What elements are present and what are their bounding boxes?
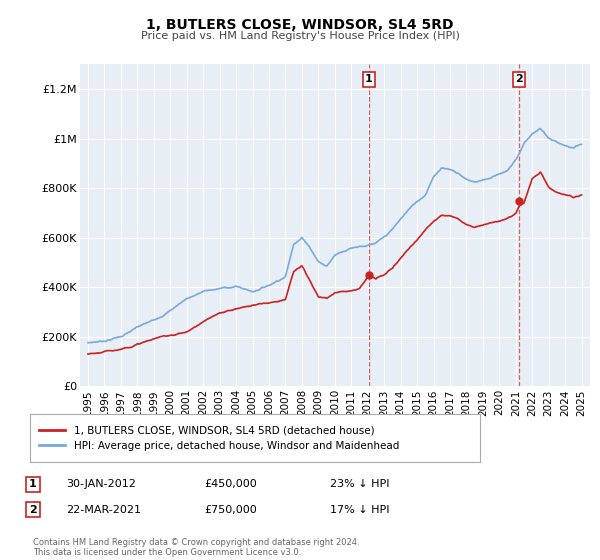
Text: 2: 2 — [29, 505, 37, 515]
Text: £450,000: £450,000 — [204, 479, 257, 489]
Text: 30-JAN-2012: 30-JAN-2012 — [66, 479, 136, 489]
Text: 1: 1 — [365, 74, 373, 85]
Text: 2: 2 — [515, 74, 523, 85]
Legend: 1, BUTLERS CLOSE, WINDSOR, SL4 5RD (detached house), HPI: Average price, detache: 1, BUTLERS CLOSE, WINDSOR, SL4 5RD (deta… — [35, 422, 403, 455]
Text: 1, BUTLERS CLOSE, WINDSOR, SL4 5RD: 1, BUTLERS CLOSE, WINDSOR, SL4 5RD — [146, 18, 454, 32]
Text: Price paid vs. HM Land Registry's House Price Index (HPI): Price paid vs. HM Land Registry's House … — [140, 31, 460, 41]
Text: Contains HM Land Registry data © Crown copyright and database right 2024.
This d: Contains HM Land Registry data © Crown c… — [33, 538, 359, 557]
Text: 1: 1 — [29, 479, 37, 489]
Text: 17% ↓ HPI: 17% ↓ HPI — [330, 505, 389, 515]
Text: £750,000: £750,000 — [204, 505, 257, 515]
Text: 22-MAR-2021: 22-MAR-2021 — [66, 505, 141, 515]
Text: 23% ↓ HPI: 23% ↓ HPI — [330, 479, 389, 489]
